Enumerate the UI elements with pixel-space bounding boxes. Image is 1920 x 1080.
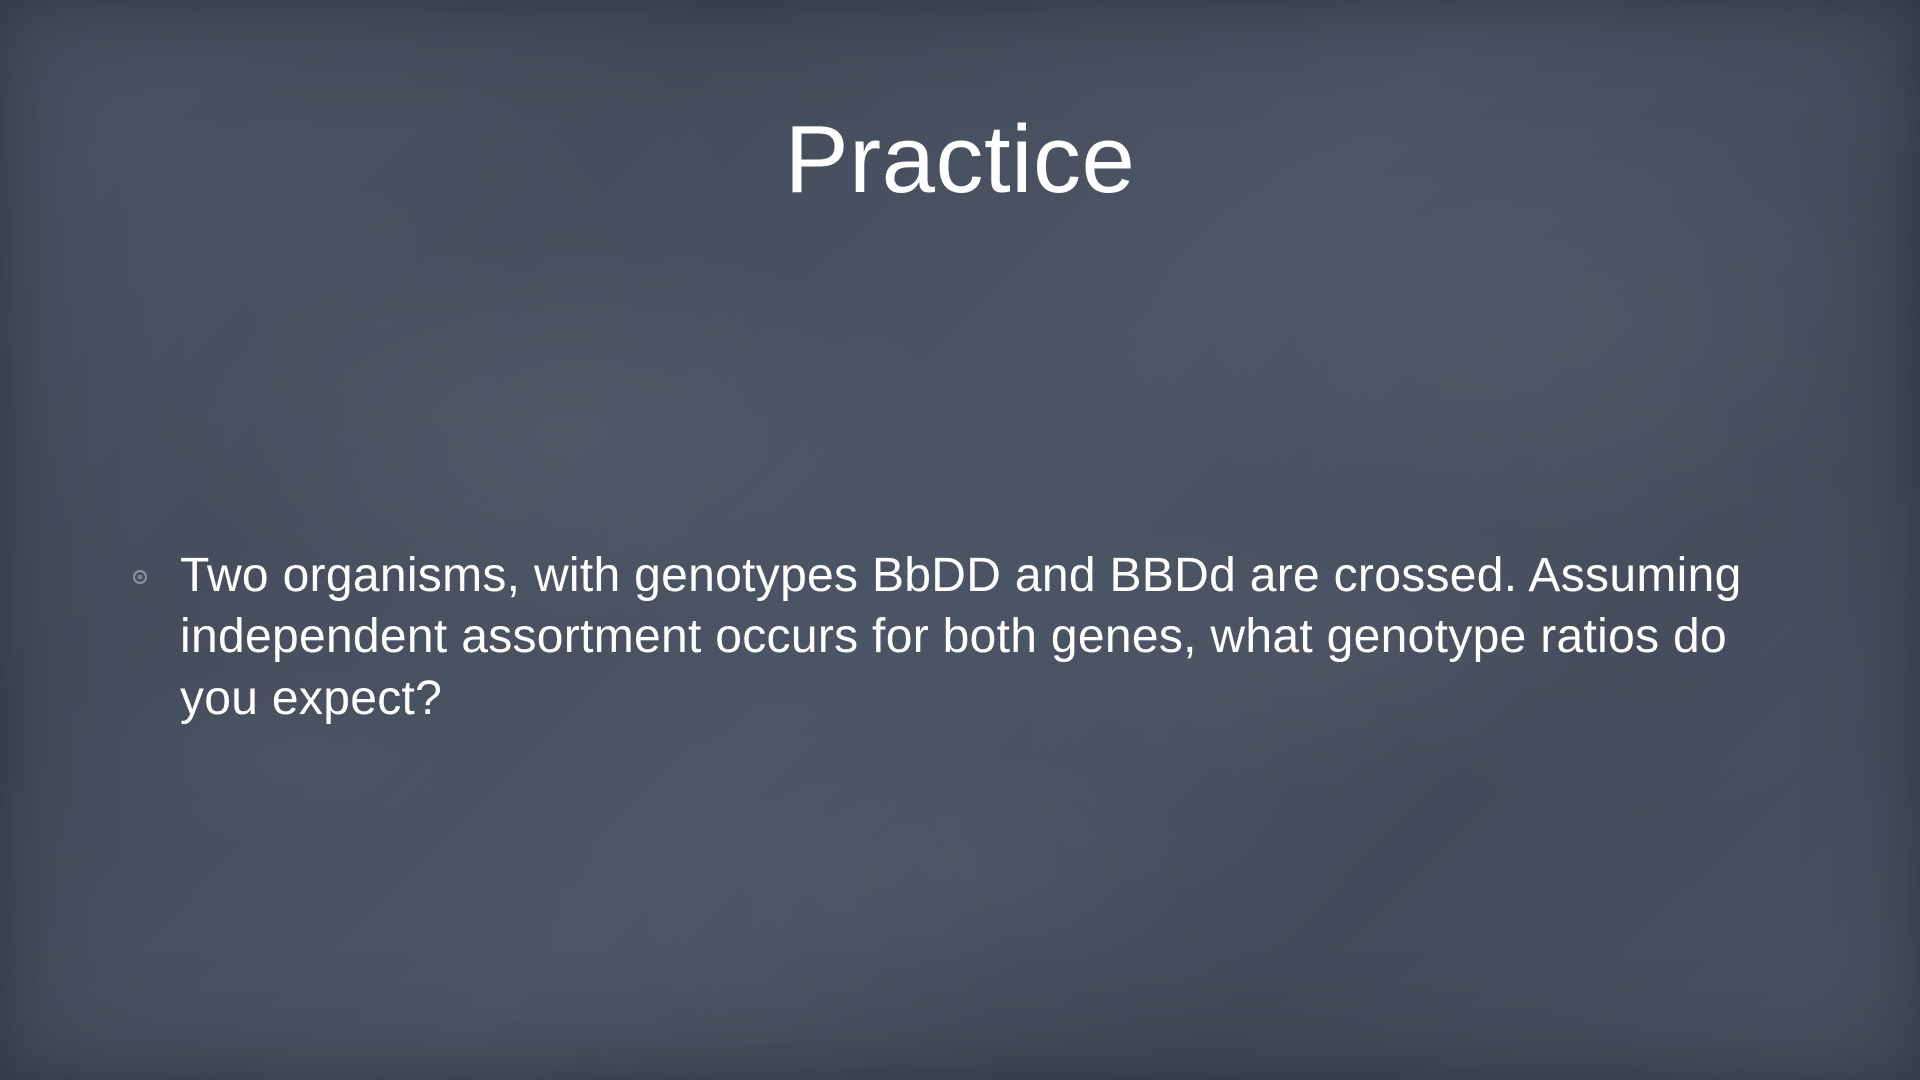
- slide-title: Practice: [0, 105, 1920, 215]
- content-area: Two organisms, with genotypes BbDD and B…: [130, 545, 1790, 729]
- chalk-dot-icon: [130, 567, 150, 587]
- presentation-slide: Practice Two organisms, with genotypes B…: [0, 0, 1920, 1080]
- slide-body-text: Two organisms, with genotypes BbDD and B…: [180, 545, 1790, 729]
